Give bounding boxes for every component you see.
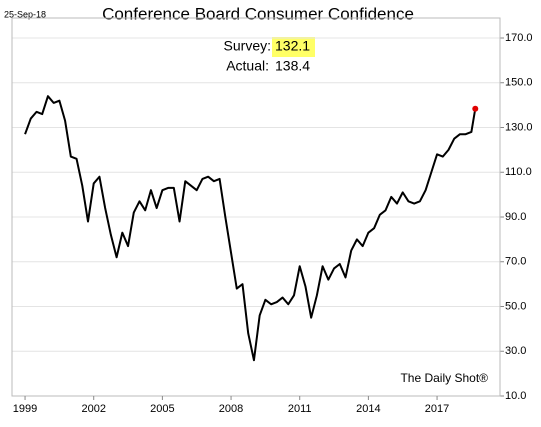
actual-label: Actual: <box>226 58 269 74</box>
y-tick-label: 130.0 <box>505 121 533 133</box>
y-tick-label: 70.0 <box>505 256 526 268</box>
y-tick-label: 110.0 <box>505 166 532 178</box>
y-tick-label: 90.0 <box>505 211 526 223</box>
series-line <box>24 95 477 362</box>
last-point <box>472 105 479 112</box>
survey-highlight <box>272 37 315 57</box>
y-tick-label: 150.0 <box>505 77 533 89</box>
y-tick-label: 170.0 <box>505 32 533 44</box>
y-tick-label: 30.0 <box>505 345 526 357</box>
x-tick-label: 1999 <box>13 403 37 415</box>
survey-value: 132.1 <box>275 38 310 54</box>
y-tick-label: 50.0 <box>505 300 526 312</box>
x-tick-label: 2017 <box>425 403 449 415</box>
x-tick-label: 2014 <box>356 403 380 415</box>
x-tick-label: 2008 <box>219 403 243 415</box>
x-tick-label: 2011 <box>288 403 312 415</box>
x-tick-label: 2005 <box>150 403 174 415</box>
plot-frame <box>11 17 501 397</box>
survey-label: Survey: <box>224 38 271 54</box>
chart-title: Conference Board Consumer Confidence <box>102 4 414 23</box>
date-label: 25-Sep-18 <box>4 9 46 19</box>
y-tick-label: 10.0 <box>505 390 526 402</box>
watermark: The Daily Shot® <box>400 371 488 385</box>
x-tick-label: 2002 <box>81 403 105 415</box>
actual-value: 138.4 <box>275 58 310 74</box>
